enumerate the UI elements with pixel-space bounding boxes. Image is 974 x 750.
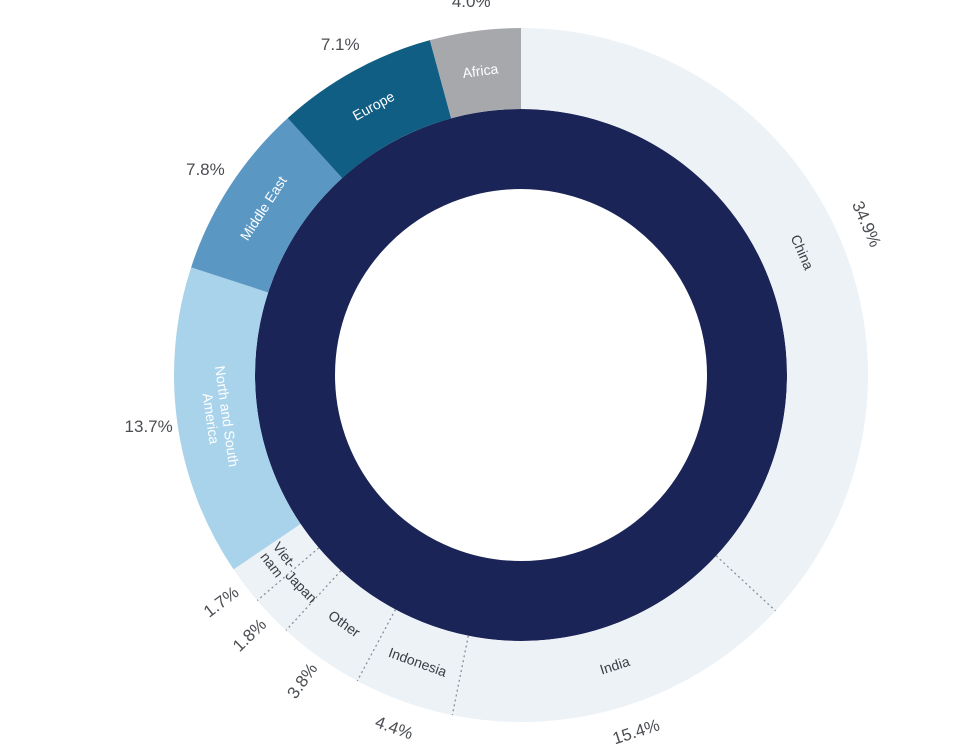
percent-label: 7.1% bbox=[321, 35, 360, 54]
separator bbox=[451, 635, 469, 716]
percent-label: 4.4% bbox=[373, 712, 416, 743]
segment-china bbox=[521, 28, 868, 611]
segment-africa bbox=[429, 28, 521, 119]
segment-label: Africa bbox=[461, 60, 499, 81]
segment-indonesia bbox=[357, 609, 469, 716]
separator bbox=[285, 570, 342, 631]
segment-europe bbox=[287, 40, 452, 179]
separator bbox=[256, 547, 320, 601]
segment-other bbox=[286, 570, 396, 681]
percent-label: 3.8% bbox=[283, 660, 321, 703]
percent-label: 4.0% bbox=[452, 0, 491, 11]
percent-label: 13.7% bbox=[125, 417, 173, 436]
segment-india bbox=[452, 555, 776, 722]
inner-ring bbox=[255, 109, 787, 641]
segment-viet-nam bbox=[233, 523, 319, 601]
percent-label: 34.9% bbox=[848, 198, 885, 250]
segment-north-and-south-america bbox=[174, 267, 301, 570]
separator bbox=[356, 609, 397, 682]
percent-label: 1.7% bbox=[200, 583, 242, 622]
percent-label: 15.4% bbox=[610, 715, 662, 748]
percent-label: 7.8% bbox=[186, 160, 225, 179]
separators bbox=[256, 547, 776, 716]
separator bbox=[715, 555, 776, 612]
percent-label: 1.8% bbox=[229, 615, 270, 656]
segment-middle-east bbox=[191, 118, 343, 293]
segment-japan bbox=[257, 547, 341, 631]
rings bbox=[174, 28, 868, 722]
